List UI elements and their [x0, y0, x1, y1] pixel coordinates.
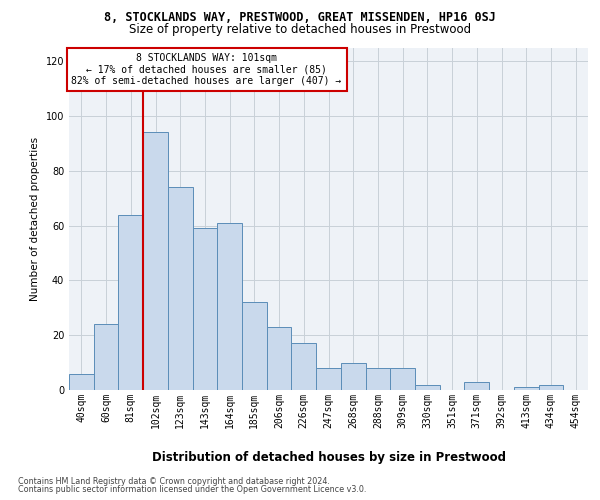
Bar	[292, 344, 316, 390]
Bar	[168, 187, 193, 390]
Bar	[118, 214, 143, 390]
Bar	[94, 324, 118, 390]
Bar	[415, 384, 440, 390]
Bar	[464, 382, 489, 390]
Bar	[365, 368, 390, 390]
Text: 8 STOCKLANDS WAY: 101sqm
← 17% of detached houses are smaller (85)
82% of semi-d: 8 STOCKLANDS WAY: 101sqm ← 17% of detach…	[71, 52, 341, 86]
Bar	[143, 132, 168, 390]
Y-axis label: Number of detached properties: Number of detached properties	[30, 136, 40, 301]
Bar	[242, 302, 267, 390]
Text: Distribution of detached houses by size in Prestwood: Distribution of detached houses by size …	[152, 451, 506, 464]
Text: Contains HM Land Registry data © Crown copyright and database right 2024.: Contains HM Land Registry data © Crown c…	[18, 476, 330, 486]
Text: Contains public sector information licensed under the Open Government Licence v3: Contains public sector information licen…	[18, 486, 367, 494]
Bar	[267, 327, 292, 390]
Bar	[69, 374, 94, 390]
Bar	[341, 362, 365, 390]
Bar	[316, 368, 341, 390]
Text: 8, STOCKLANDS WAY, PRESTWOOD, GREAT MISSENDEN, HP16 0SJ: 8, STOCKLANDS WAY, PRESTWOOD, GREAT MISS…	[104, 11, 496, 24]
Text: Size of property relative to detached houses in Prestwood: Size of property relative to detached ho…	[129, 22, 471, 36]
Bar	[193, 228, 217, 390]
Bar	[514, 388, 539, 390]
Bar	[390, 368, 415, 390]
Bar	[217, 223, 242, 390]
Bar	[539, 384, 563, 390]
